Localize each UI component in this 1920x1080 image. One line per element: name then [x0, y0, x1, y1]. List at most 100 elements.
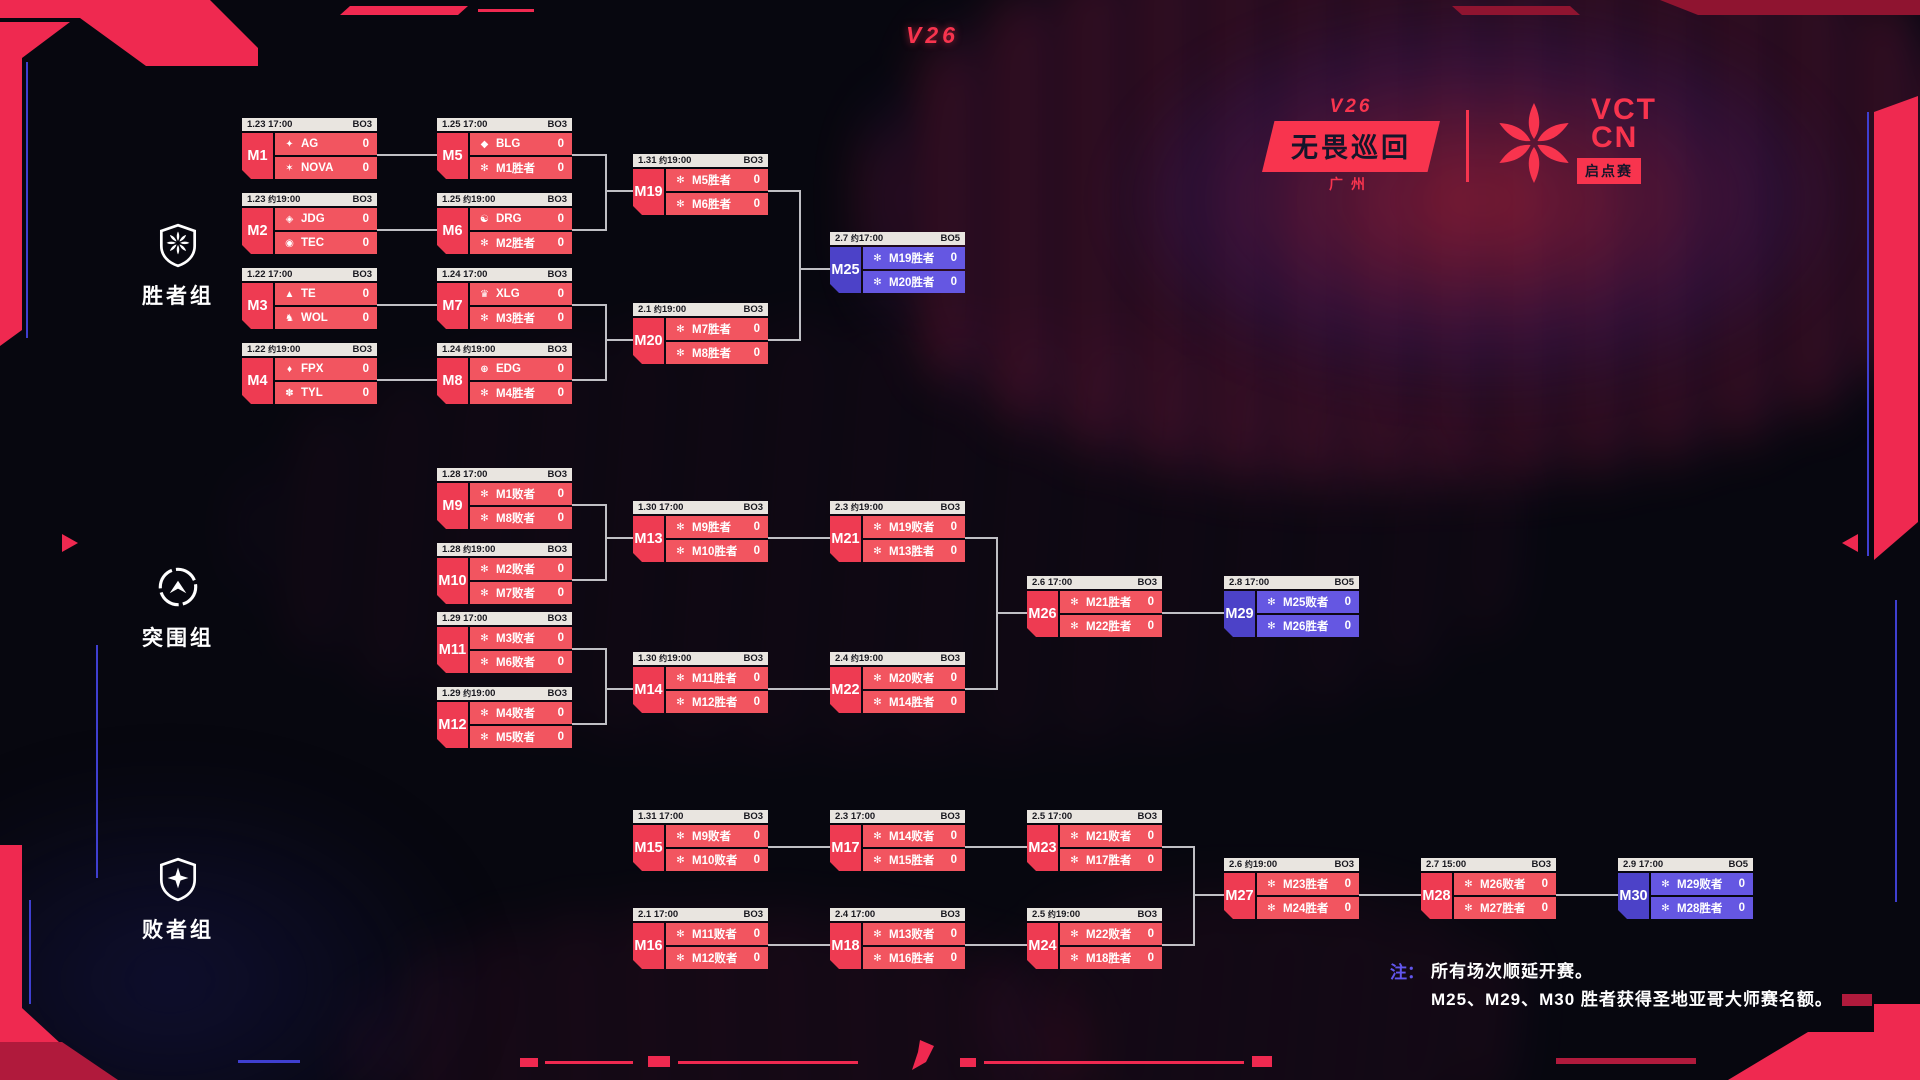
- match-slot-row: ✻ M18胜者 0: [1060, 947, 1162, 969]
- match-slot-row: ✻ M17胜者 0: [1060, 849, 1162, 871]
- tec-logo-icon: ◉: [285, 237, 294, 249]
- match-format: BO3: [1137, 811, 1157, 822]
- slot-name: M22败者: [1086, 929, 1132, 941]
- match-id: M27: [1224, 873, 1255, 919]
- match-slot-row: ✻ M8败者 0: [470, 507, 572, 529]
- slot-name: M10败者: [692, 855, 738, 867]
- match-block-m10: 1.28 约19:00 BO3 M10 ✻ M2败者 0 ✻ M7败者 0: [437, 543, 572, 604]
- match-datetime: 2.1 约19:00: [638, 304, 687, 315]
- slot-score: 0: [950, 830, 957, 842]
- slot-score: 0: [753, 830, 760, 842]
- match-slot-row: ✻ M24胜者 0: [1257, 897, 1359, 919]
- slot-score: 0: [1147, 854, 1154, 866]
- slot-name: JDG: [301, 213, 325, 225]
- match-id: M26: [1027, 591, 1058, 637]
- match-format: BO5: [940, 233, 960, 244]
- tour-name-banner: 无畏巡回: [1262, 121, 1440, 172]
- slot-name: M19败者: [889, 522, 935, 534]
- match-id: M28: [1421, 873, 1452, 919]
- slot-name: M9败者: [692, 831, 731, 843]
- match-id: M15: [633, 825, 664, 871]
- slot-score: 0: [557, 162, 564, 174]
- slot-name: M6胜者: [692, 199, 731, 211]
- match-format: BO3: [547, 688, 567, 699]
- slot-score: 0: [557, 213, 564, 225]
- match-datetime: 1.22 17:00: [247, 269, 293, 280]
- match-format: BO3: [940, 653, 960, 664]
- match-datetime: 1.29 约19:00: [442, 688, 496, 699]
- match-datetime: 1.22 约19:00: [247, 344, 301, 355]
- match-slot-row: ✻ M4败者 0: [470, 702, 572, 724]
- match-datetime: 1.23 17:00: [247, 119, 293, 130]
- vct-flower-icon: ✻: [676, 854, 685, 866]
- slot-score: 0: [950, 928, 957, 940]
- match-datetime: 1.30 约19:00: [638, 653, 692, 664]
- slot-score: 0: [1541, 902, 1548, 914]
- match-format: BO3: [547, 544, 567, 555]
- vct-flower-icon: ✻: [676, 672, 685, 684]
- slot-name: M5胜者: [692, 175, 731, 187]
- slot-name: M7胜者: [692, 324, 731, 336]
- match-block-m5: 1.25 17:00 BO3 M5 ◆ BLG 0 ✻ M1胜者 0: [437, 118, 572, 179]
- match-slot-row: ✻ M27胜者 0: [1454, 897, 1556, 919]
- slot-score: 0: [753, 521, 760, 533]
- vct-flower-icon: ✻: [480, 587, 489, 599]
- match-block-m19: 1.31 约19:00 BO3 M19 ✻ M5胜者 0 ✻ M6胜者 0: [633, 154, 768, 215]
- match-datetime: 2.4 约19:00: [835, 653, 884, 664]
- match-format: BO3: [352, 194, 372, 205]
- tour-city-label: 广州: [1329, 176, 1373, 192]
- slot-name: M14胜者: [889, 697, 935, 709]
- match-format: BO5: [1728, 859, 1748, 870]
- slot-score: 0: [1344, 620, 1351, 632]
- match-id: M6: [437, 208, 468, 254]
- losers-shield-icon: [159, 857, 197, 902]
- match-slot-row: ✻ M20败者 0: [863, 667, 965, 689]
- slot-score: 0: [753, 545, 760, 557]
- fearless-tour-logo: V26 无畏巡回 广州: [1262, 96, 1440, 194]
- slot-name: M12胜者: [692, 697, 738, 709]
- slot-name: NOVA: [301, 162, 334, 174]
- slot-name: M26败者: [1480, 879, 1526, 891]
- match-format: BO3: [547, 119, 567, 130]
- vct-flower-icon: ✻: [1070, 596, 1079, 608]
- match-format: BO3: [743, 653, 763, 664]
- vct-flower-icon: ✻: [873, 830, 882, 842]
- slot-name: TEC: [301, 237, 324, 249]
- match-id: M19: [633, 169, 664, 215]
- match-slot-row: ✻ M15胜者 0: [863, 849, 965, 871]
- match-id: M4: [242, 358, 273, 404]
- match-format: BO3: [547, 613, 567, 624]
- match-id: M20: [633, 318, 664, 364]
- vct-flower-icon: ✻: [480, 162, 489, 174]
- match-datetime: 1.28 17:00: [442, 469, 488, 480]
- slot-score: 0: [1738, 878, 1745, 890]
- slot-score: 0: [557, 656, 564, 668]
- match-datetime: 2.3 17:00: [835, 811, 876, 822]
- vct-flower-icon: ✻: [873, 545, 882, 557]
- match-slot-row: ✻ M25败者 0: [1257, 591, 1359, 613]
- slot-name: M28胜者: [1677, 903, 1723, 915]
- match-slot-row: ✻ M9败者 0: [666, 825, 768, 847]
- match-block-m6: 1.25 约19:00 BO3 M6 ☯ DRG 0 ✻ M2胜者 0: [437, 193, 572, 254]
- drg-logo-icon: ☯: [480, 213, 489, 225]
- match-slot-row: ✻ M14败者 0: [863, 825, 965, 847]
- match-block-m27: 2.6 约19:00 BO3 M27 ✻ M23胜者 0 ✻ M24胜者 0: [1224, 858, 1359, 919]
- slot-name: M8胜者: [692, 348, 731, 360]
- match-slot-row: ✻ M6败者 0: [470, 651, 572, 673]
- match-slot-row: ✻ M14胜者 0: [863, 691, 965, 713]
- vct-wordmark: VCT CN: [1591, 93, 1657, 154]
- match-block-m23: 2.5 17:00 BO3 M23 ✻ M21败者 0 ✻ M17胜者 0: [1027, 810, 1162, 871]
- match-block-m22: 2.4 约19:00 BO3 M22 ✻ M20败者 0 ✻ M14胜者 0: [830, 652, 965, 713]
- slot-name: M18胜者: [1086, 953, 1132, 965]
- match-id: M7: [437, 283, 468, 329]
- match-block-m17: 2.3 17:00 BO3 M17 ✻ M14败者 0 ✻ M15胜者 0: [830, 810, 965, 871]
- brand-divider: [1466, 110, 1469, 182]
- match-slot-row: ✻ M4胜者 0: [470, 382, 572, 404]
- vct-flower-icon: ✻: [676, 323, 685, 335]
- slot-name: M19胜者: [889, 253, 935, 265]
- slot-score: 0: [557, 512, 564, 524]
- slot-score: 0: [950, 276, 957, 288]
- vct-flower-icon: ✻: [1661, 878, 1670, 890]
- slot-name: M25败者: [1283, 597, 1329, 609]
- slot-name: M2胜者: [496, 238, 535, 250]
